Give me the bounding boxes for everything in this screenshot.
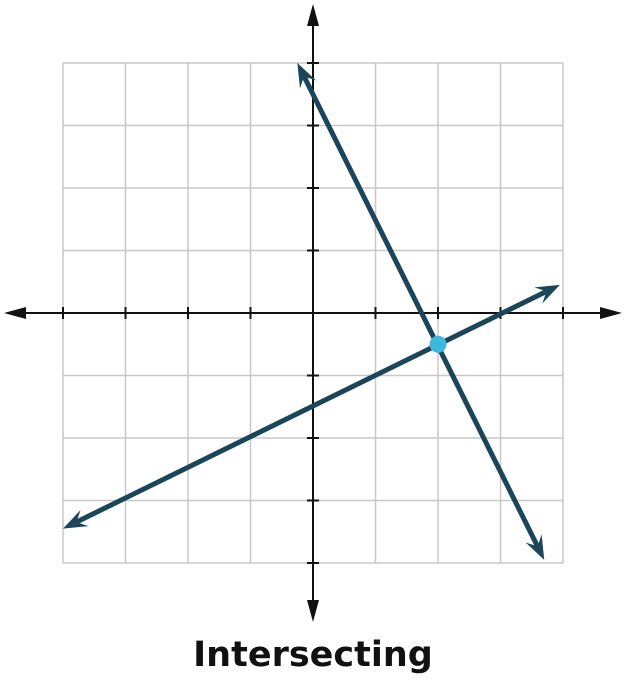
series-1-arrow-start [297, 63, 317, 89]
intersection-point [429, 335, 447, 353]
x-axis-arrow-right [600, 307, 622, 319]
y-axis-arrow-up [307, 4, 319, 26]
series-2-arrow-end [534, 284, 560, 304]
series-line-2 [74, 288, 549, 525]
chart-title: Intersecting [193, 635, 433, 675]
series-1-arrow-end [525, 534, 545, 560]
lines [63, 63, 560, 560]
y-axis-arrow-down [307, 600, 319, 622]
intersection-points [429, 335, 447, 353]
x-axis-arrow-left [4, 307, 26, 319]
axes [4, 4, 622, 622]
series-2-arrow-start [63, 509, 89, 529]
series-line-1 [301, 74, 541, 549]
